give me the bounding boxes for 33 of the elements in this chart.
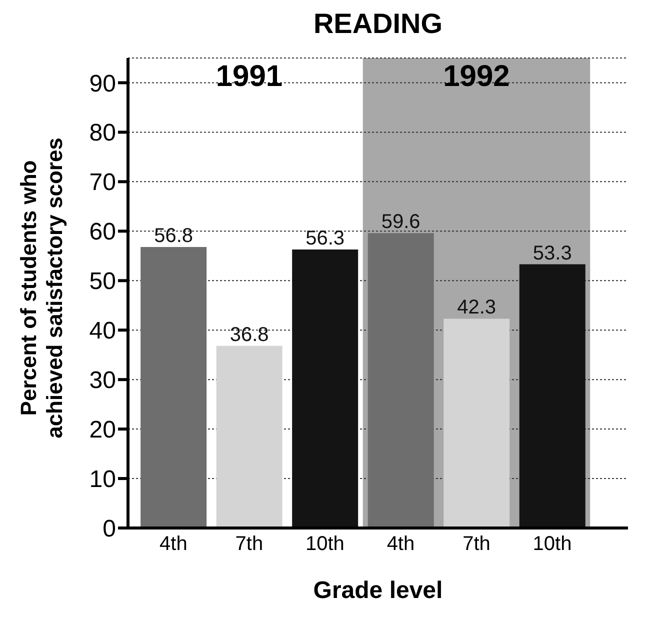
y-tick-label: 30: [89, 367, 116, 394]
bar: [368, 233, 434, 528]
data-label: 53.3: [532, 242, 572, 264]
data-label: 59.6: [381, 211, 420, 234]
bar: [519, 264, 586, 528]
bar: [292, 249, 358, 528]
x-tick-label: 7th: [235, 533, 264, 556]
y-tick-label: 80: [89, 120, 116, 147]
y-tick-label: 50: [89, 268, 116, 296]
data-label: 56.8: [154, 224, 194, 247]
y-tick-label: 60: [89, 218, 116, 246]
bar: [444, 318, 510, 528]
x-tick-label: 7th: [462, 533, 490, 556]
data-label: 56.3: [306, 227, 345, 250]
y-tick-label: 90: [89, 70, 116, 98]
y-tick-label: 10: [89, 466, 116, 494]
annotation: 1991: [214, 60, 284, 94]
y-tick-label: 20: [89, 416, 116, 444]
y-tick-label: 0: [102, 516, 116, 543]
x-axis-title: Grade level: [313, 577, 443, 604]
y-axis-title: Percent of students who achieved satisfactory scores: [16, 138, 67, 438]
bar: [140, 246, 207, 528]
annotation: 1992: [442, 60, 511, 94]
y-tick-label: 70: [89, 169, 116, 196]
x-tick-label: 4th: [160, 533, 188, 556]
x-tick-label: 10th: [306, 533, 344, 556]
x-tick-label: 4th: [386, 533, 415, 556]
chart-title: READING: [312, 8, 444, 41]
data-label: 36.8: [230, 324, 269, 346]
data-label: 42.3: [457, 296, 496, 319]
bar: [216, 346, 282, 528]
y-tick-label: 40: [89, 318, 116, 345]
x-tick-label: 10th: [532, 533, 572, 556]
